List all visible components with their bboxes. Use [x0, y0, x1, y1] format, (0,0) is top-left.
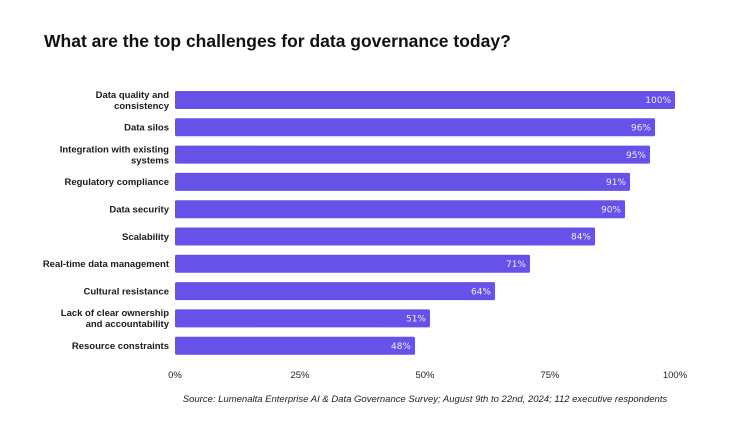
bar-group: 71% Real-time data management: [43, 254, 530, 273]
category-label: Cultural resistance: [83, 286, 169, 297]
bar-group: 64% Cultural resistance: [83, 282, 495, 301]
bar: [175, 145, 650, 164]
data-label: 96%: [631, 124, 651, 134]
x-tick-label: 75%: [540, 370, 560, 381]
bar: [175, 172, 630, 191]
category-label: Integration with existing: [60, 144, 169, 155]
bar: [175, 336, 415, 355]
bar-group: 84% Scalability: [122, 227, 595, 246]
data-label: 51%: [406, 315, 426, 325]
bar: [175, 309, 430, 328]
bar-group: 96% Data silos: [124, 118, 655, 137]
data-label: 100%: [645, 96, 671, 106]
data-label: 90%: [601, 205, 621, 215]
category-label: Regulatory compliance: [64, 177, 169, 188]
bar: [175, 282, 495, 301]
x-tick-label: 50%: [415, 370, 435, 381]
category-label: Scalability: [122, 232, 170, 243]
bar-group: 91% Regulatory compliance: [64, 172, 630, 191]
x-tick-label: 0%: [168, 370, 182, 381]
category-label: consistency: [114, 101, 170, 112]
x-tick-label: 25%: [290, 370, 310, 381]
bar-group: 90% Data security: [109, 200, 625, 219]
bar-group: 48% Resource constraints: [72, 336, 415, 355]
bar: [175, 254, 530, 273]
category-label: Resource constraints: [72, 341, 169, 352]
data-label: 84%: [571, 233, 591, 243]
chart-title: What are the top challenges for data gov…: [44, 31, 511, 51]
bar: [175, 200, 625, 219]
data-label: 95%: [626, 151, 646, 161]
bar: [175, 91, 675, 109]
category-label: and accountability: [86, 319, 170, 330]
category-label: Data security: [109, 205, 169, 216]
bar: [175, 118, 655, 137]
source-note: Source: Lumenalta Enterprise AI & Data G…: [182, 394, 668, 405]
category-label: Data quality and: [96, 90, 170, 101]
data-label: 48%: [391, 342, 411, 352]
category-label: Real-time data management: [43, 259, 170, 270]
x-tick-label: 100%: [663, 370, 688, 381]
bar: [175, 227, 595, 246]
category-label: Data silos: [124, 123, 169, 134]
data-label: 91%: [606, 178, 626, 188]
data-label: 71%: [506, 260, 526, 270]
category-label: systems: [131, 155, 169, 166]
data-label: 64%: [471, 287, 491, 297]
category-label: Lack of clear ownership: [61, 308, 169, 319]
